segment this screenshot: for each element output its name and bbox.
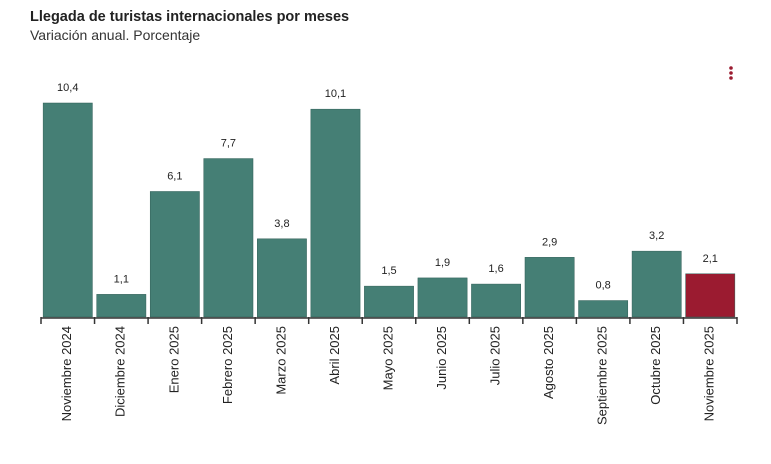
bar [578, 300, 629, 318]
bar [471, 283, 521, 318]
x-tick-label: Marzo 2025 [273, 326, 288, 395]
value-label: 1,5 [381, 265, 396, 277]
value-label: 6,1 [167, 170, 182, 182]
value-label: 10,1 [325, 88, 346, 100]
x-tick-label: Mayo 2025 [380, 326, 395, 390]
value-label: 2,9 [542, 236, 557, 248]
x-tick-label: Febrero 2025 [220, 326, 235, 404]
value-label: 1,9 [435, 257, 450, 269]
value-label: 1,1 [114, 273, 129, 285]
bar [96, 294, 147, 318]
x-tick-label: Noviembre 2024 [59, 326, 74, 421]
bar [203, 158, 254, 318]
x-tick-label: Junio 2025 [434, 326, 449, 390]
x-tick-label: Diciembre 2024 [113, 326, 128, 417]
x-tick-label: Abril 2025 [327, 326, 342, 385]
value-label: 0,8 [596, 280, 611, 292]
value-label: 10,4 [57, 82, 78, 94]
bar [524, 257, 575, 318]
bar [310, 108, 361, 318]
x-tick-label: Noviembre 2025 [702, 326, 717, 421]
x-tick-label: Enero 2025 [166, 326, 181, 393]
bar [42, 102, 93, 318]
bar [149, 191, 200, 318]
bar [364, 285, 414, 318]
value-label: 2,1 [703, 253, 718, 265]
chart-subtitle: Variación anual. Porcentaje [30, 27, 200, 43]
value-label: 7,7 [221, 138, 236, 150]
value-label: 3,2 [649, 230, 664, 242]
bar [417, 277, 468, 318]
bar [631, 250, 682, 318]
x-tick-label: Octubre 2025 [648, 326, 663, 405]
value-label: 1,6 [488, 263, 503, 275]
value-label: 3,8 [274, 218, 289, 230]
bar [685, 273, 736, 318]
x-tick-label: Julio 2025 [488, 326, 503, 385]
menu-button[interactable] [729, 66, 733, 80]
x-tick-label: Agosto 2025 [541, 326, 556, 399]
bar [257, 238, 307, 318]
x-tick-label: Septiembre 2025 [595, 326, 610, 425]
chart-title: Llegada de turistas internacionales por … [30, 9, 349, 25]
